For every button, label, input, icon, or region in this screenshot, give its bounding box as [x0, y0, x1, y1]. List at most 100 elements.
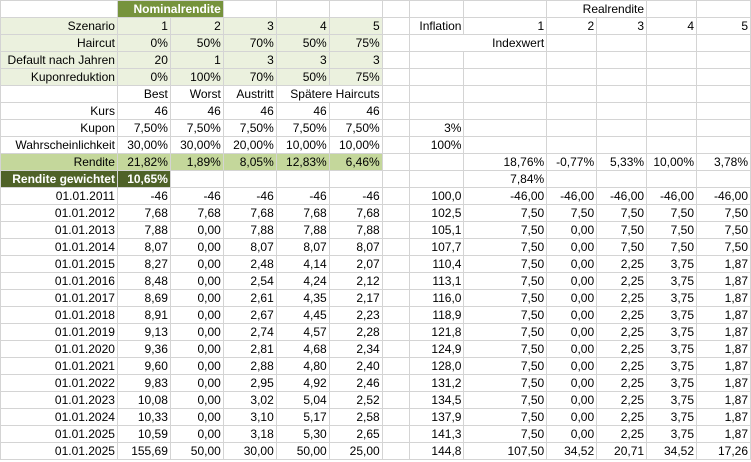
cell[interactable]: 7,50 [463, 238, 548, 256]
cell[interactable]: 7,88 [328, 221, 383, 239]
cell[interactable] [696, 136, 751, 154]
cell[interactable] [381, 119, 410, 137]
cell[interactable]: 5 [696, 17, 751, 35]
cell[interactable] [381, 374, 410, 392]
cell[interactable]: 7,88 [116, 221, 171, 239]
cell[interactable] [408, 102, 465, 120]
cell[interactable]: 20,00% [222, 136, 277, 154]
cell[interactable] [596, 102, 648, 120]
cell[interactable]: 100,0 [408, 187, 465, 205]
cell[interactable]: -46,00 [546, 187, 598, 205]
cell[interactable] [408, 170, 465, 188]
cell[interactable] [696, 51, 751, 69]
cell[interactable]: 2,88 [222, 357, 277, 375]
cell[interactable]: 7,50 [596, 221, 648, 239]
cell[interactable]: 7,50 [696, 221, 751, 239]
cell[interactable] [463, 0, 548, 18]
cell[interactable]: 2,95 [222, 374, 277, 392]
cell[interactable] [546, 51, 598, 69]
cell[interactable] [408, 153, 465, 171]
cell[interactable] [546, 119, 598, 137]
cell[interactable]: 3,75 [646, 255, 698, 273]
cell[interactable]: -46,00 [646, 187, 698, 205]
cell[interactable]: 2,25 [596, 340, 648, 358]
cell[interactable]: 1,87 [696, 340, 751, 358]
cell[interactable]: 7,50 [696, 238, 751, 256]
cell[interactable]: 2,25 [596, 272, 648, 290]
cell[interactable] [546, 85, 598, 103]
cell[interactable]: 8,07 [222, 238, 277, 256]
cell[interactable]: -0,77% [546, 153, 598, 171]
cell[interactable] [546, 102, 598, 120]
inflation-label[interactable]: Inflation [408, 17, 465, 35]
cell[interactable] [381, 68, 410, 86]
cell[interactable] [696, 68, 751, 86]
cell[interactable]: 01.01.2024 [0, 408, 118, 426]
cell[interactable]: 7,50 [463, 374, 548, 392]
cell[interactable] [381, 391, 410, 409]
cell[interactable]: 2,25 [596, 391, 648, 409]
cell[interactable]: 2,65 [328, 425, 383, 443]
cell[interactable]: 4 [646, 17, 698, 35]
cell[interactable]: 7,50 [463, 323, 548, 341]
cell[interactable]: 3,75 [646, 408, 698, 426]
cell[interactable]: 2,25 [596, 306, 648, 324]
cell[interactable]: 20 [116, 51, 171, 69]
cell[interactable]: 10,00% [328, 136, 383, 154]
cell[interactable]: 3,75 [646, 306, 698, 324]
cell[interactable] [381, 34, 410, 52]
cell[interactable]: 8,07 [328, 238, 383, 256]
cell[interactable]: 7,68 [328, 204, 383, 222]
cell[interactable]: 2 [546, 17, 598, 35]
cell[interactable]: 3 [222, 17, 277, 35]
cell[interactable]: 01.01.2019 [0, 323, 118, 341]
cell[interactable]: 7,50 [463, 425, 548, 443]
weighted-value[interactable]: 10,65% [116, 170, 171, 188]
cell[interactable]: 4,68 [275, 340, 330, 358]
cell[interactable]: 2,25 [596, 323, 648, 341]
cell[interactable] [381, 272, 410, 290]
cell[interactable]: 01.01.2012 [0, 204, 118, 222]
cell[interactable]: 128,0 [408, 357, 465, 375]
cell[interactable]: 1,87 [696, 408, 751, 426]
cell[interactable]: 0,00 [169, 357, 224, 375]
cell[interactable]: 7,50% [169, 119, 224, 137]
cell[interactable]: 2,25 [596, 374, 648, 392]
cell[interactable]: 0,00 [546, 391, 598, 409]
cell[interactable]: 1,87 [696, 306, 751, 324]
real-weighted[interactable]: 7,84% [463, 170, 548, 188]
cell[interactable]: 0,00 [546, 357, 598, 375]
cell[interactable]: 0,00 [546, 374, 598, 392]
cell[interactable]: 01.01.2022 [0, 374, 118, 392]
cell[interactable]: 107,7 [408, 238, 465, 256]
cell[interactable]: 7,50% [222, 119, 277, 137]
cell[interactable]: 141,3 [408, 425, 465, 443]
cell[interactable]: 8,07 [275, 238, 330, 256]
cell[interactable] [408, 0, 465, 18]
cell[interactable] [0, 0, 118, 18]
cell[interactable]: 34,52 [546, 442, 598, 460]
cell[interactable]: 2,34 [328, 340, 383, 358]
cell[interactable]: 75% [328, 34, 383, 52]
cell[interactable]: 121,8 [408, 323, 465, 341]
cell[interactable]: 2,23 [328, 306, 383, 324]
cell[interactable]: 105,1 [408, 221, 465, 239]
cell[interactable] [381, 85, 410, 103]
cell[interactable]: 7,68 [275, 204, 330, 222]
cell[interactable]: 0,00 [546, 306, 598, 324]
cell[interactable]: 0,00 [546, 255, 598, 273]
cell[interactable]: -46 [222, 187, 277, 205]
cell[interactable]: 10,59 [116, 425, 171, 443]
cell[interactable] [381, 357, 410, 375]
cell[interactable]: 2,52 [328, 391, 383, 409]
cell[interactable]: 3,75 [646, 391, 698, 409]
cell[interactable] [463, 85, 548, 103]
cell[interactable]: 3,18 [222, 425, 277, 443]
cell[interactable] [381, 323, 410, 341]
cell[interactable]: 7,50 [646, 204, 698, 222]
scenario-name[interactable]: Worst [169, 85, 224, 103]
cell[interactable]: 01.01.2021 [0, 357, 118, 375]
cell[interactable]: 1,87 [696, 289, 751, 307]
cell[interactable]: 118,9 [408, 306, 465, 324]
cell[interactable]: 01.01.2020 [0, 340, 118, 358]
